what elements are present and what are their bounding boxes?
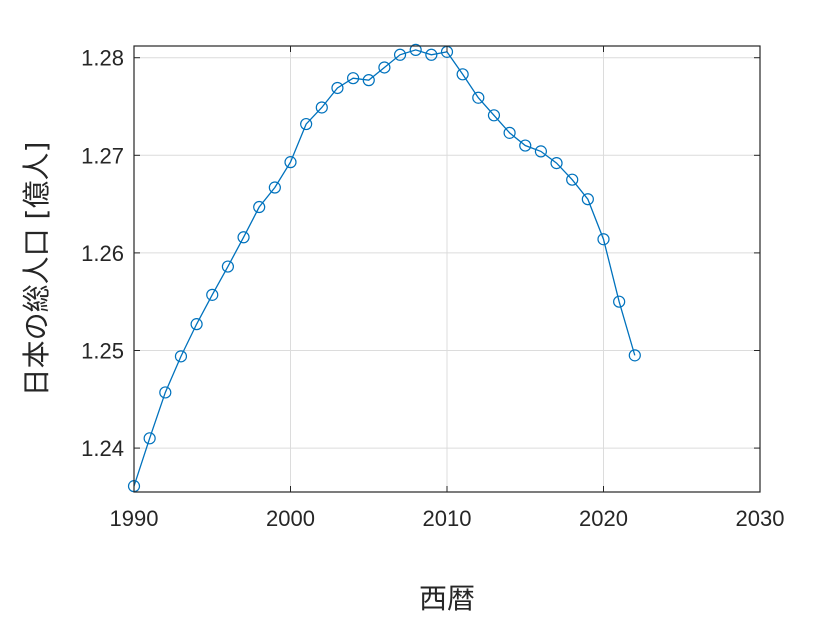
data-point bbox=[425, 48, 438, 61]
y-tick-label: 1.27 bbox=[81, 143, 124, 168]
data-point bbox=[550, 157, 563, 170]
x-axis-title: 西暦 bbox=[419, 582, 475, 615]
data-point bbox=[174, 350, 188, 363]
data-point bbox=[487, 109, 501, 122]
axis-ticks bbox=[133, 46, 761, 492]
data-point bbox=[534, 145, 548, 158]
data-point bbox=[597, 233, 610, 246]
data-point bbox=[347, 72, 360, 85]
data-point bbox=[581, 193, 594, 206]
y-tick-label: 1.24 bbox=[81, 436, 124, 461]
x-tick-label: 2010 bbox=[423, 506, 472, 531]
data-point bbox=[409, 43, 422, 57]
data-point bbox=[143, 432, 156, 445]
data-point bbox=[253, 200, 266, 214]
data-point bbox=[315, 101, 328, 114]
x-tick-label: 1990 bbox=[110, 506, 159, 531]
tick-labels: 1990 2000 2010 2020 2030 1.24 1.25 1.26 1.27 1.28 bbox=[81, 46, 784, 531]
data-point bbox=[566, 173, 579, 186]
data-point bbox=[393, 48, 407, 61]
data-point bbox=[268, 181, 281, 194]
data-point bbox=[362, 74, 375, 87]
y-axis-title: 日本の総人口 [億人] bbox=[20, 142, 53, 397]
x-tick-label: 2020 bbox=[579, 506, 628, 531]
data-point bbox=[284, 156, 297, 169]
data-point bbox=[628, 349, 641, 362]
data-point bbox=[472, 91, 485, 104]
data-point bbox=[331, 81, 344, 95]
x-tick-label: 2000 bbox=[266, 506, 315, 531]
data-point bbox=[221, 260, 234, 273]
data-point bbox=[456, 68, 469, 81]
y-tick-label: 1.25 bbox=[81, 338, 124, 363]
data-point bbox=[206, 288, 219, 301]
data-series bbox=[127, 43, 641, 493]
y-tick-label: 1.28 bbox=[81, 46, 124, 71]
data-point bbox=[378, 61, 391, 74]
x-tick-label: 2030 bbox=[736, 506, 785, 531]
series-line bbox=[133, 49, 636, 487]
data-point bbox=[613, 295, 626, 308]
y-tick-label: 1.26 bbox=[81, 241, 124, 266]
data-point bbox=[159, 386, 172, 399]
data-point bbox=[190, 318, 203, 331]
data-point bbox=[300, 117, 313, 131]
data-point bbox=[503, 126, 516, 139]
data-point bbox=[519, 139, 532, 152]
data-point bbox=[237, 231, 250, 244]
